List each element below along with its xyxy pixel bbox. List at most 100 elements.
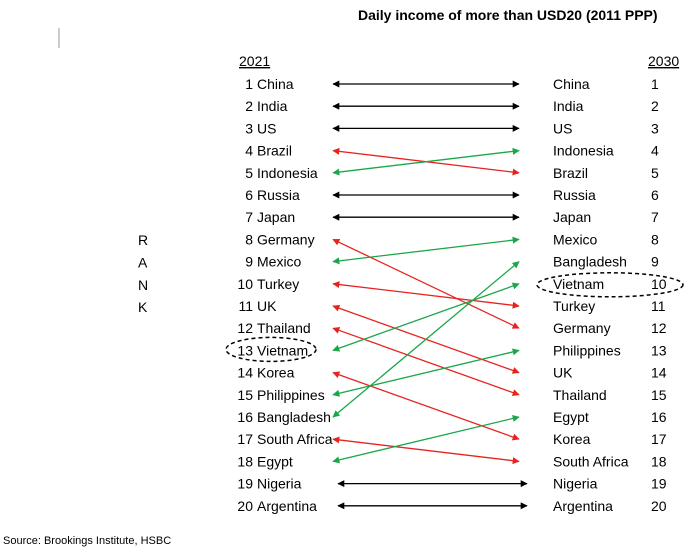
rank-2021-number: 3	[245, 120, 253, 136]
country-2021-thailand: Thailand	[257, 320, 311, 336]
country-2021-argentina: Argentina	[257, 498, 317, 514]
rank-2030-number: 8	[651, 231, 659, 247]
header-2030: 2030	[648, 53, 679, 69]
rank-arrow-egypt	[332, 415, 520, 463]
chart-title: Daily income of more than USD20 (2011 PP…	[358, 7, 658, 23]
country-2030-south-africa: South Africa	[553, 453, 629, 469]
rank-2030-number: 2	[651, 98, 659, 114]
rank-2030-number: 1	[651, 76, 659, 92]
country-2021-germany: Germany	[257, 231, 315, 247]
country-2021-egypt: Egypt	[257, 453, 293, 469]
country-2021-nigeria: Nigeria	[257, 476, 302, 492]
country-2030-brazil: Brazil	[553, 165, 588, 181]
country-2030-germany: Germany	[553, 320, 611, 336]
rank-2021-number: 11	[238, 298, 253, 314]
country-2021-india: India	[257, 98, 288, 114]
rank-2021-number: 8	[245, 231, 253, 247]
country-2030-vietnam: Vietnam	[553, 276, 604, 292]
rank-2030-number: 9	[651, 254, 659, 270]
country-2021-japan: Japan	[257, 209, 295, 225]
rank-2030-number: 19	[651, 476, 667, 492]
rank-2030-number: 4	[651, 143, 659, 159]
rank-2021-number: 19	[237, 476, 253, 492]
country-2030-russia: Russia	[553, 187, 596, 203]
rank-2030-number: 3	[651, 120, 659, 136]
rank-2021-number: 6	[245, 187, 253, 203]
rank-arrow-south-africa	[332, 438, 520, 465]
country-2030-india: India	[553, 98, 584, 114]
country-2021-south-africa: South Africa	[257, 431, 333, 447]
ranks-2030-list: China 1 India 2 US 3 Indonesia 4 Brazil 5 Russia 6 J…	[553, 76, 667, 514]
country-2030-bangladesh: Bangladesh	[553, 254, 627, 270]
rank-2021-number: 15	[237, 387, 253, 403]
header-2021: 2021	[239, 53, 270, 69]
country-2021-brazil: Brazil	[257, 143, 292, 159]
country-2021-indonesia: Indonesia	[257, 165, 318, 181]
rank-2030-number: 20	[651, 498, 667, 514]
rank-2030-number: 10	[651, 276, 667, 292]
rank-2021-number: 16	[237, 409, 253, 425]
rank-change-arrows	[332, 80, 528, 510]
rank-2021-number: 5	[245, 165, 253, 181]
rank-2021-number: 13	[237, 342, 253, 358]
vietnam-highlight	[225, 272, 684, 363]
rank-2030-number: 18	[651, 453, 667, 469]
country-2030-egypt: Egypt	[553, 409, 589, 425]
rank-2021-number: 1	[245, 76, 253, 92]
country-2030-thailand: Thailand	[553, 387, 607, 403]
rank-2030-number: 6	[651, 187, 659, 203]
rank-2030-number: 12	[651, 320, 667, 336]
country-2021-bangladesh: Bangladesh	[257, 409, 331, 425]
country-2021-philippines: Philippines	[257, 387, 325, 403]
rank-2030-number: 14	[651, 365, 667, 381]
rank-2030-number: 15	[651, 387, 667, 403]
rank-arrow-indonesia	[332, 147, 520, 174]
rank-2021-number: 14	[237, 365, 253, 381]
rank-2021-number: 17	[237, 431, 253, 447]
rank-2021-number: 9	[245, 254, 253, 270]
rank-2030-number: 5	[651, 165, 659, 181]
rank-arrow-turkey	[332, 283, 520, 309]
rank-2021-number: 20	[237, 498, 253, 514]
country-2021-uk: UK	[257, 298, 277, 314]
country-2030-china: China	[553, 76, 590, 92]
rank-2021-number: 4	[245, 143, 253, 159]
rank-arrow-korea	[332, 371, 520, 441]
country-2021-russia: Russia	[257, 187, 300, 203]
rank-arrow-vietnam	[332, 282, 520, 352]
rank-arrow-mexico	[332, 236, 520, 263]
rank-2030-number: 13	[651, 342, 667, 358]
country-2030-korea: Korea	[553, 431, 591, 447]
country-2021-korea: Korea	[257, 365, 295, 381]
country-2030-mexico: Mexico	[553, 231, 598, 247]
country-2030-nigeria: Nigeria	[553, 476, 598, 492]
rank-2030-number: 17	[651, 431, 667, 447]
rank-arrow-philippines	[332, 348, 520, 396]
country-2021-us: US	[257, 120, 276, 136]
country-2021-turkey: Turkey	[257, 276, 299, 292]
country-2030-argentina: Argentina	[553, 498, 613, 514]
rank-2021-number: 10	[237, 276, 253, 292]
rank-axis-letter: A	[138, 254, 148, 270]
rank-axis-letter: K	[138, 299, 148, 315]
rank-2021-number: 18	[237, 453, 253, 469]
rank-2021-number: 7	[245, 209, 253, 225]
source-note: Source: Brookings Institute, HSBC	[3, 535, 171, 547]
rank-2021-number: 12	[237, 320, 253, 336]
country-2030-uk: UK	[553, 365, 573, 381]
highlight-ellipse-2021	[225, 336, 317, 363]
rank-2030-number: 11	[651, 298, 666, 314]
highlight-ellipse-2030	[536, 272, 684, 298]
country-2030-turkey: Turkey	[553, 298, 595, 314]
rank-arrow-germany	[332, 238, 520, 329]
rank-2030-number: 16	[651, 409, 667, 425]
rank-axis-letter: N	[138, 277, 148, 293]
rank-2021-number: 2	[245, 98, 253, 114]
country-2030-philippines: Philippines	[553, 342, 621, 358]
rank-axis-letter: R	[138, 232, 148, 248]
rank-2030-number: 7	[651, 209, 659, 225]
country-2030-us: US	[553, 120, 572, 136]
